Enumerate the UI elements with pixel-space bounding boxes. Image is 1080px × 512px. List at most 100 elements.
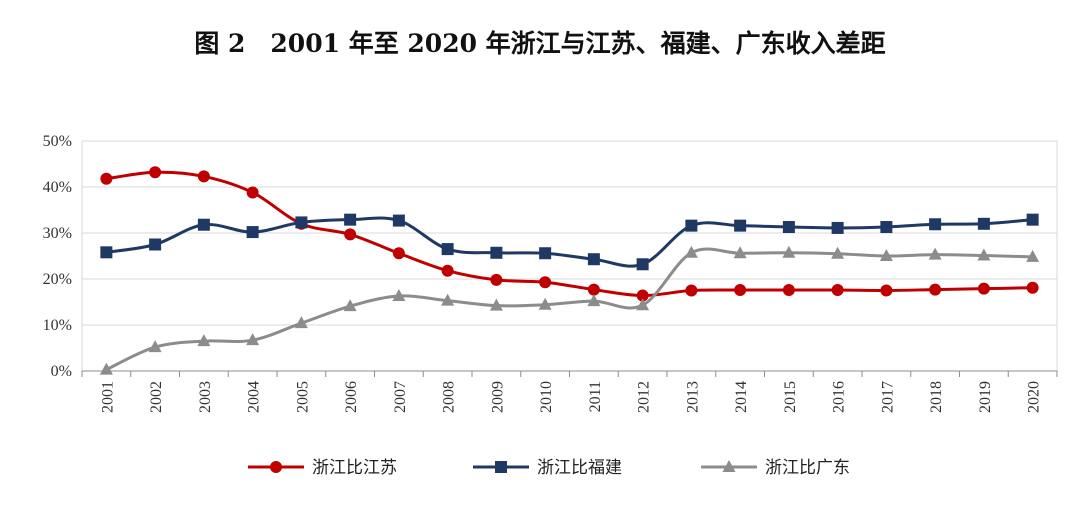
data-point (977, 248, 991, 261)
chart-title: 图 2 2001 年至 2020 年浙江与江苏、福建、广东收入差距 (194, 29, 885, 58)
legend-item: 浙江比江苏 (248, 458, 397, 478)
data-point (734, 219, 747, 232)
legend-marker (270, 461, 282, 473)
data-point (148, 340, 162, 353)
data-point (539, 247, 552, 260)
data-point (685, 284, 698, 297)
data-point (636, 298, 650, 311)
x-tick-label: 2010 (538, 381, 555, 413)
y-tick-label: 50% (43, 133, 72, 150)
data-point (344, 213, 357, 226)
legend: 浙江比江苏 浙江比福建 浙江比广东 (248, 458, 850, 478)
data-point (392, 214, 405, 227)
data-point (684, 245, 698, 258)
data-point (441, 293, 455, 306)
gridlines (82, 140, 1057, 326)
data-point (441, 264, 454, 277)
legend-label: 浙江比江苏 (312, 458, 397, 478)
legend-label: 浙江比福建 (537, 458, 622, 478)
data-point (733, 246, 747, 259)
x-tick-label: 2020 (1026, 381, 1043, 413)
y-tick-label: 30% (43, 225, 72, 242)
data-point (880, 284, 893, 297)
series-1 (100, 166, 1039, 302)
x-tick-label: 2002 (148, 381, 165, 413)
x-tick-label: 2014 (733, 381, 750, 413)
series-line (104, 247, 1035, 372)
y-tick-label: 10% (43, 317, 72, 334)
data-point (539, 276, 552, 289)
data-point (1026, 281, 1039, 294)
x-tick-label: 2011 (587, 381, 604, 412)
x-tick-label: 2006 (343, 381, 360, 413)
x-tick-label: 2008 (441, 381, 458, 413)
x-tick-label: 2004 (246, 381, 263, 413)
legend-label: 浙江比广东 (765, 458, 850, 478)
data-point (929, 283, 942, 296)
x-tick-label: 2007 (392, 381, 409, 413)
data-point (587, 283, 600, 296)
data-point (295, 216, 308, 229)
x-tick-label: 2009 (489, 381, 506, 413)
data-point (197, 218, 210, 231)
data-point (344, 228, 357, 241)
x-tick-label: 2005 (294, 381, 311, 413)
data-point (149, 166, 162, 179)
data-point (880, 221, 893, 234)
data-point (246, 186, 259, 199)
data-point (246, 226, 259, 239)
data-point (879, 249, 893, 261)
data-point (636, 289, 649, 302)
axes: 0% 10% 20% 30% 40% 50% 2001 2002 2003 2004 2005 200… (43, 133, 1058, 413)
data-point (977, 217, 990, 230)
data-point (246, 333, 260, 346)
data-point (490, 246, 503, 259)
legend-item: 浙江比福建 (473, 458, 622, 478)
x-tick-label: 2001 (99, 381, 116, 413)
legend-marker (722, 460, 736, 472)
x-tick-label: 2015 (782, 381, 799, 413)
data-point (782, 245, 796, 258)
data-point (538, 297, 552, 310)
legend-marker (495, 461, 507, 473)
y-tick-label: 20% (43, 271, 72, 288)
data-point (343, 299, 357, 312)
data-point (929, 218, 942, 231)
data-point (831, 221, 844, 234)
data-point (490, 273, 503, 286)
data-point (294, 316, 308, 329)
data-point (1026, 213, 1039, 226)
data-point (734, 284, 747, 297)
data-point (197, 334, 211, 347)
data-point (99, 362, 113, 375)
data-point (1026, 249, 1040, 262)
x-tick-label: 2003 (197, 381, 214, 413)
data-point (489, 298, 503, 311)
data-point (197, 170, 210, 183)
data-point (392, 247, 405, 260)
x-tick-label: 2016 (831, 381, 848, 413)
x-tick-label: 2018 (928, 381, 945, 413)
y-tick-label: 0% (51, 363, 72, 380)
data-point (587, 294, 601, 307)
data-point (441, 243, 454, 256)
data-point (100, 246, 113, 259)
data-point (636, 258, 649, 271)
x-tick-label: 2017 (879, 381, 896, 413)
data-point (587, 253, 600, 266)
data-point (100, 172, 113, 185)
series-2 (100, 213, 1039, 271)
series-line (104, 170, 1035, 298)
series-line (104, 216, 1035, 268)
data-point (831, 246, 845, 259)
data-point (831, 284, 844, 297)
legend-item: 浙江比广东 (701, 458, 850, 478)
x-tick-label: 2012 (636, 381, 653, 413)
x-tick-label: 2013 (684, 381, 701, 413)
x-tick-label: 2019 (977, 381, 994, 413)
data-point (782, 221, 795, 234)
data-point (685, 219, 698, 232)
y-tick-label: 40% (43, 179, 72, 196)
data-point (392, 289, 406, 302)
